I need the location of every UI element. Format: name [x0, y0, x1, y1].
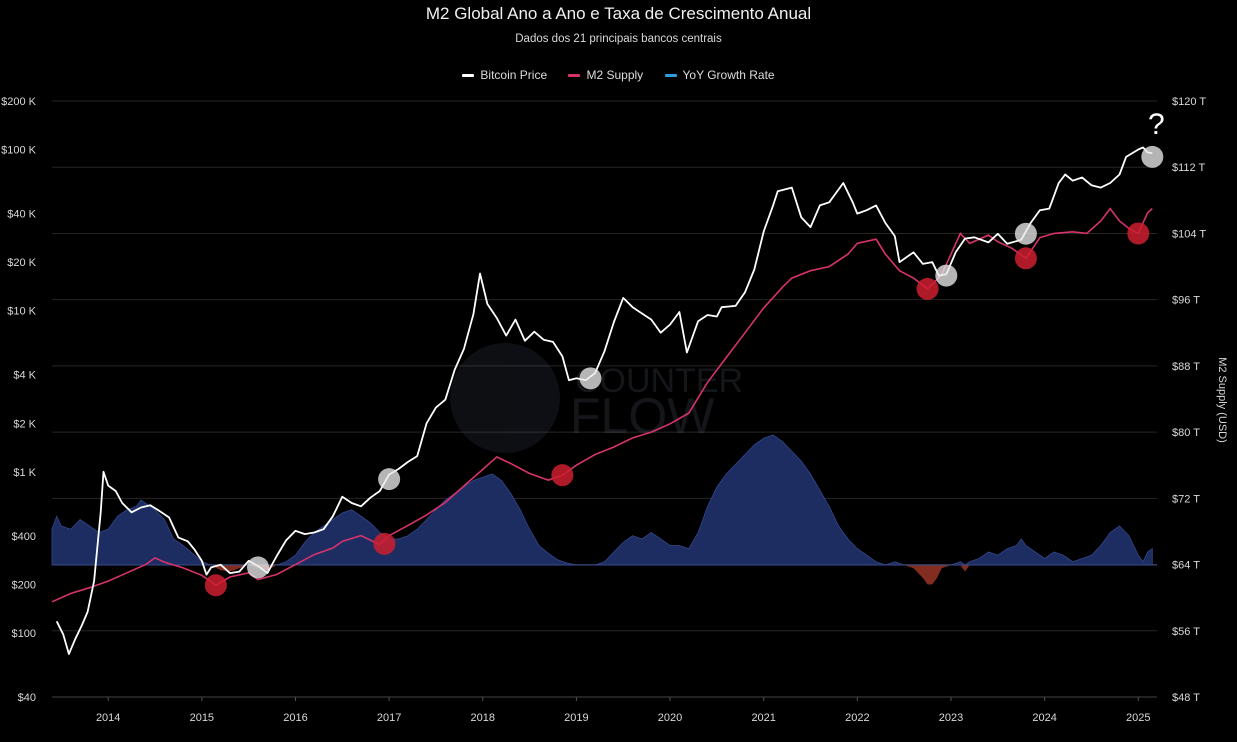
- legend-item-btc[interactable]: Bitcoin Price: [462, 68, 547, 82]
- x-tick-label: 2025: [1126, 712, 1150, 724]
- y-left-tick-label: $4 K: [13, 370, 36, 382]
- question-annotation: ?: [1148, 108, 1165, 141]
- x-tick-label: 2016: [283, 712, 307, 724]
- x-tick-label: 2018: [471, 712, 495, 724]
- red-marker: [916, 277, 939, 300]
- y-left-tick-label: $100: [12, 628, 36, 640]
- y-right-tick-label: $96 T: [1172, 295, 1200, 307]
- y-left-tick-label: $200: [12, 579, 36, 591]
- chart-title: M2 Global Ano a Ano e Taxa de Cresciment…: [425, 4, 812, 23]
- yoy-area-positive: [51, 434, 1153, 566]
- x-tick-label: 2024: [1032, 712, 1056, 724]
- y-right-tick-label: $48 T: [1172, 692, 1200, 704]
- legend-item-yoy[interactable]: YoY Growth Rate: [664, 68, 775, 82]
- red-marker: [1014, 247, 1037, 270]
- x-tick-label: 2021: [751, 712, 775, 724]
- white-marker: [579, 367, 602, 390]
- white-marker: [935, 264, 958, 287]
- y-left-tick-label: $100 K: [1, 145, 37, 157]
- red-marker: [1127, 222, 1150, 245]
- y-left-tick-label: $10 K: [7, 306, 36, 318]
- x-tick-label: 2023: [939, 712, 963, 724]
- legend-swatch-yoy: [664, 74, 677, 78]
- watermark: COUNTER FLOW: [450, 343, 743, 453]
- x-tick-label: 2015: [190, 712, 214, 724]
- white-marker: [1141, 145, 1164, 168]
- x-tick-label: 2020: [658, 712, 682, 724]
- legend-label-btc: Bitcoin Price: [480, 68, 548, 82]
- x-tick-label: 2017: [377, 712, 401, 724]
- legend-label-yoy: YoY Growth Rate: [682, 68, 775, 82]
- white-marker: [1014, 222, 1037, 245]
- axes: $200 K $100 K $40 K $20 K $10 K $4 K $2 K $1 K $…: [1, 96, 1206, 724]
- y-left-tick-label: $40 K: [7, 209, 36, 221]
- yoy-area-negative: [52, 565, 1153, 585]
- red-marker: [204, 574, 227, 597]
- y-right-tick-label: $120 T: [1172, 96, 1206, 108]
- y-right-tick-label: $80 T: [1172, 427, 1200, 439]
- y-left-tick-label: $400: [12, 531, 36, 543]
- y-left-tick-label: $200 K: [1, 96, 37, 108]
- y-right-tick-label: $88 T: [1172, 361, 1200, 373]
- y-right-tick-label: $104 T: [1172, 228, 1206, 240]
- y-right-tick-label: $56 T: [1172, 626, 1200, 638]
- y-left-tick-label: $40: [18, 692, 36, 704]
- x-tick-label: 2014: [96, 712, 120, 724]
- x-tick-label: 2019: [564, 712, 588, 724]
- y-right-tick-label: $64 T: [1172, 560, 1200, 572]
- legend-item-m2[interactable]: M2 Supply: [568, 68, 643, 82]
- legend-swatch-m2: [568, 74, 581, 78]
- yoy-series: [51, 434, 1157, 585]
- white-marker: [247, 556, 270, 579]
- legend: Bitcoin Price M2 Supply YoY Growth Rate: [0, 68, 1237, 82]
- markers: [204, 145, 1164, 597]
- y-left-tick-label: $2 K: [13, 418, 36, 430]
- legend-label-m2: M2 Supply: [586, 68, 644, 82]
- y-left-tick-label: $1 K: [13, 467, 36, 479]
- red-marker: [551, 464, 574, 487]
- chart-subtitle: Dados dos 21 principais bancos centrais: [515, 33, 722, 45]
- red-marker: [373, 532, 396, 555]
- watermark-logo: [450, 343, 560, 453]
- y-right-tick-label: $72 T: [1172, 493, 1200, 505]
- white-marker: [378, 468, 401, 491]
- y-right-tick-label: $112 T: [1172, 162, 1206, 174]
- x-tick-label: 2022: [845, 712, 869, 724]
- y2-axis-label: M2 Supply (USD): [1216, 357, 1228, 443]
- watermark-line-1: COUNTER: [575, 362, 743, 400]
- legend-swatch-btc: [462, 74, 475, 78]
- y-left-tick-label: $20 K: [7, 257, 36, 269]
